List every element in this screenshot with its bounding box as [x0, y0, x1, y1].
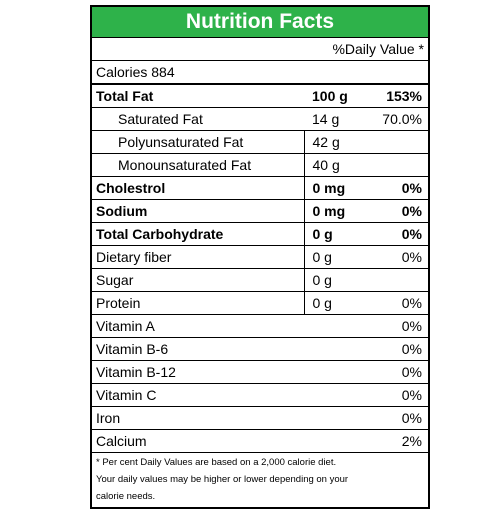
nutrient-name: Dietary fiber — [92, 245, 304, 269]
nutrient-row-cholestrol: Cholestrol 0 mg 0% — [92, 176, 428, 200]
calories-row: Calories 884 — [92, 60, 428, 84]
nutrient-daily-value: 0% — [364, 222, 428, 246]
daily-value-footnote: * Per cent Daily Values are based on a 2… — [92, 452, 428, 507]
nutrient-name: Vitamin A — [92, 314, 304, 338]
nutrient-daily-value — [364, 130, 428, 154]
nutrient-name: Sodium — [92, 199, 304, 223]
nutrient-amount: 0 mg — [303, 199, 364, 223]
nutrient-row-sugar: Sugar 0 g — [92, 268, 428, 292]
nutrient-name: Total Carbohydrate — [92, 222, 304, 246]
nutrient-amount: 0 g — [303, 245, 364, 269]
nutrient-amount: 40 g — [303, 153, 364, 177]
nutrient-row-total-fat: Total Fat 100 g 153% — [92, 83, 428, 108]
nutrient-name: Protein — [92, 291, 304, 315]
nutrient-amount — [304, 429, 364, 452]
nutrient-row-iron: Iron 0% — [92, 406, 428, 430]
nutrient-name: Vitamin B-6 — [92, 337, 304, 361]
nutrient-name: Total Fat — [92, 83, 304, 108]
calories-value: Calories 884 — [92, 60, 428, 84]
nutrient-amount: 0 g — [303, 222, 364, 246]
footnote-line: * Per cent Daily Values are based on a 2… — [96, 457, 337, 468]
nutrient-amount: 42 g — [303, 130, 364, 154]
nutrient-daily-value: 0% — [364, 245, 428, 269]
nutrient-amount — [304, 314, 364, 338]
nutrient-row-polyunsaturated-fat: Polyunsaturated Fat 42 g — [92, 130, 428, 154]
nutrient-row-sodium: Sodium 0 mg 0% — [92, 199, 428, 223]
nutrient-amount — [304, 406, 364, 430]
nutrient-amount: 14 g — [304, 107, 364, 131]
nutrient-daily-value: 2% — [364, 429, 428, 452]
nutrient-name: Cholestrol — [92, 176, 304, 200]
nutrient-name: Vitamin C — [92, 383, 304, 407]
nutrient-amount — [304, 383, 364, 407]
nutrient-name: Saturated Fat — [92, 107, 304, 131]
nutrition-facts-title: Nutrition Facts — [92, 7, 428, 38]
daily-value-header: %Daily Value * — [332, 41, 424, 57]
footnote-line: calorie needs. — [96, 491, 156, 502]
nutrient-daily-value: 0% — [364, 360, 428, 384]
nutrient-row-total-carbohydrate: Total Carbohydrate 0 g 0% — [92, 222, 428, 246]
nutrient-daily-value: 153% — [364, 83, 428, 108]
nutrient-row-dietary-fiber: Dietary fiber 0 g 0% — [92, 245, 428, 269]
nutrient-daily-value: 0% — [364, 337, 428, 361]
nutrient-daily-value — [364, 153, 428, 177]
nutrient-row-calcium: Calcium 2% — [92, 429, 428, 452]
nutrient-amount: 100 g — [304, 83, 364, 108]
nutrient-name: Polyunsaturated Fat — [92, 130, 304, 154]
footnote-line: Your daily values may be higher or lower… — [96, 474, 349, 485]
nutrient-daily-value: 0% — [364, 176, 428, 200]
nutrient-daily-value: 0% — [364, 314, 428, 338]
nutrient-name: Calcium — [92, 429, 304, 452]
nutrient-daily-value: 0% — [364, 291, 428, 315]
nutrient-daily-value: 70.0% — [364, 107, 428, 131]
nutrient-daily-value: 0% — [364, 406, 428, 430]
nutrition-facts-label: Nutrition Facts %Daily Value * Calories … — [90, 5, 430, 509]
nutrient-name: Monounsaturated Fat — [92, 153, 304, 177]
nutrient-row-vitamin-b6: Vitamin B-6 0% — [92, 337, 428, 361]
nutrition-table: %Daily Value * Calories 884 Total Fat 10… — [92, 38, 428, 452]
nutrient-row-vitamin-a: Vitamin A 0% — [92, 314, 428, 338]
nutrient-name: Iron — [92, 406, 304, 430]
nutrient-row-vitamin-b12: Vitamin B-12 0% — [92, 360, 428, 384]
nutrient-daily-value — [364, 268, 428, 292]
nutrient-row-saturated-fat: Saturated Fat 14 g 70.0% — [92, 107, 428, 131]
nutrient-amount: 0 g — [303, 291, 364, 315]
nutrient-daily-value: 0% — [364, 383, 428, 407]
daily-value-header-row: %Daily Value * — [92, 38, 428, 61]
nutrient-amount — [304, 337, 364, 361]
nutrient-daily-value: 0% — [364, 199, 428, 223]
nutrient-amount: 0 mg — [303, 176, 364, 200]
nutrient-row-monounsaturated-fat: Monounsaturated Fat 40 g — [92, 153, 428, 177]
nutrient-name: Vitamin B-12 — [92, 360, 304, 384]
nutrient-row-vitamin-c: Vitamin C 0% — [92, 383, 428, 407]
nutrient-name: Sugar — [92, 268, 304, 292]
nutrient-amount: 0 g — [303, 268, 364, 292]
nutrient-row-protein: Protein 0 g 0% — [92, 291, 428, 315]
nutrient-amount — [304, 360, 364, 384]
